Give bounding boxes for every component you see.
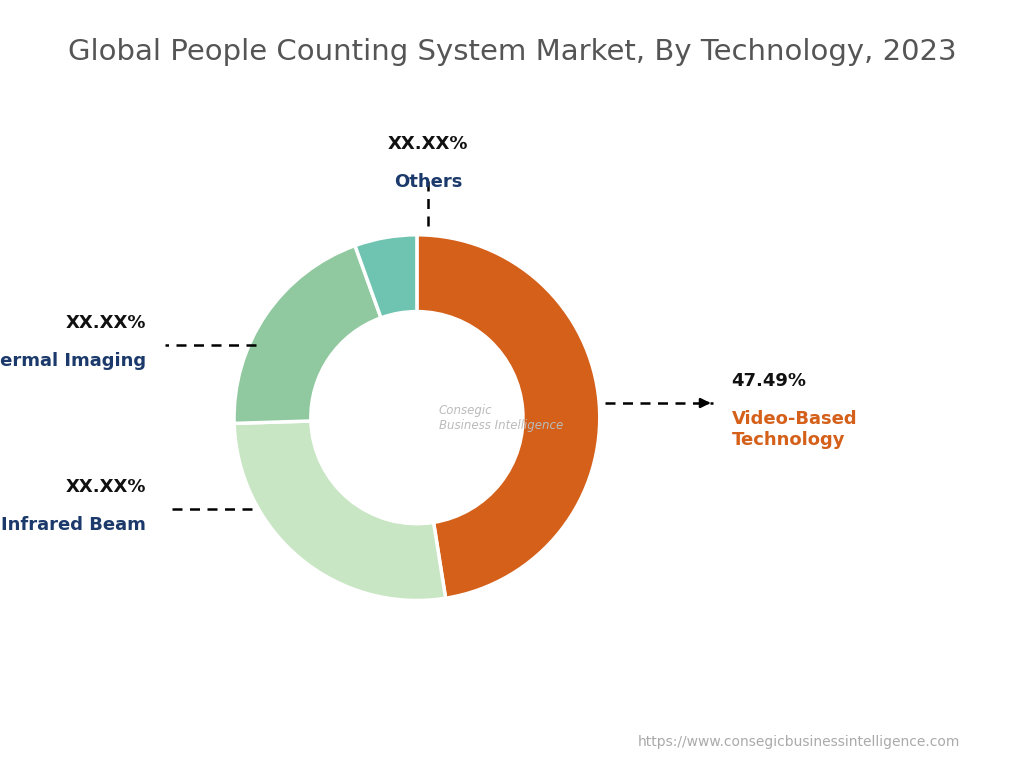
- Text: Others: Others: [393, 173, 462, 190]
- Wedge shape: [234, 421, 445, 601]
- Text: Global People Counting System Market, By Technology, 2023: Global People Counting System Market, By…: [68, 38, 956, 66]
- Wedge shape: [234, 246, 381, 423]
- Wedge shape: [355, 235, 417, 318]
- Text: XX.XX%: XX.XX%: [66, 313, 146, 332]
- Text: Infrared Beam: Infrared Beam: [1, 516, 146, 535]
- Wedge shape: [417, 235, 600, 598]
- Text: https://www.consegicbusinessintelligence.com: https://www.consegicbusinessintelligence…: [638, 735, 959, 749]
- Text: Consegic
Business Intelligence: Consegic Business Intelligence: [439, 404, 563, 432]
- Text: XX.XX%: XX.XX%: [66, 478, 146, 496]
- Text: Video-Based
Technology: Video-Based Technology: [731, 410, 857, 449]
- Text: Thermal Imaging: Thermal Imaging: [0, 352, 146, 370]
- Text: XX.XX%: XX.XX%: [388, 134, 468, 153]
- Text: 47.49%: 47.49%: [731, 372, 807, 390]
